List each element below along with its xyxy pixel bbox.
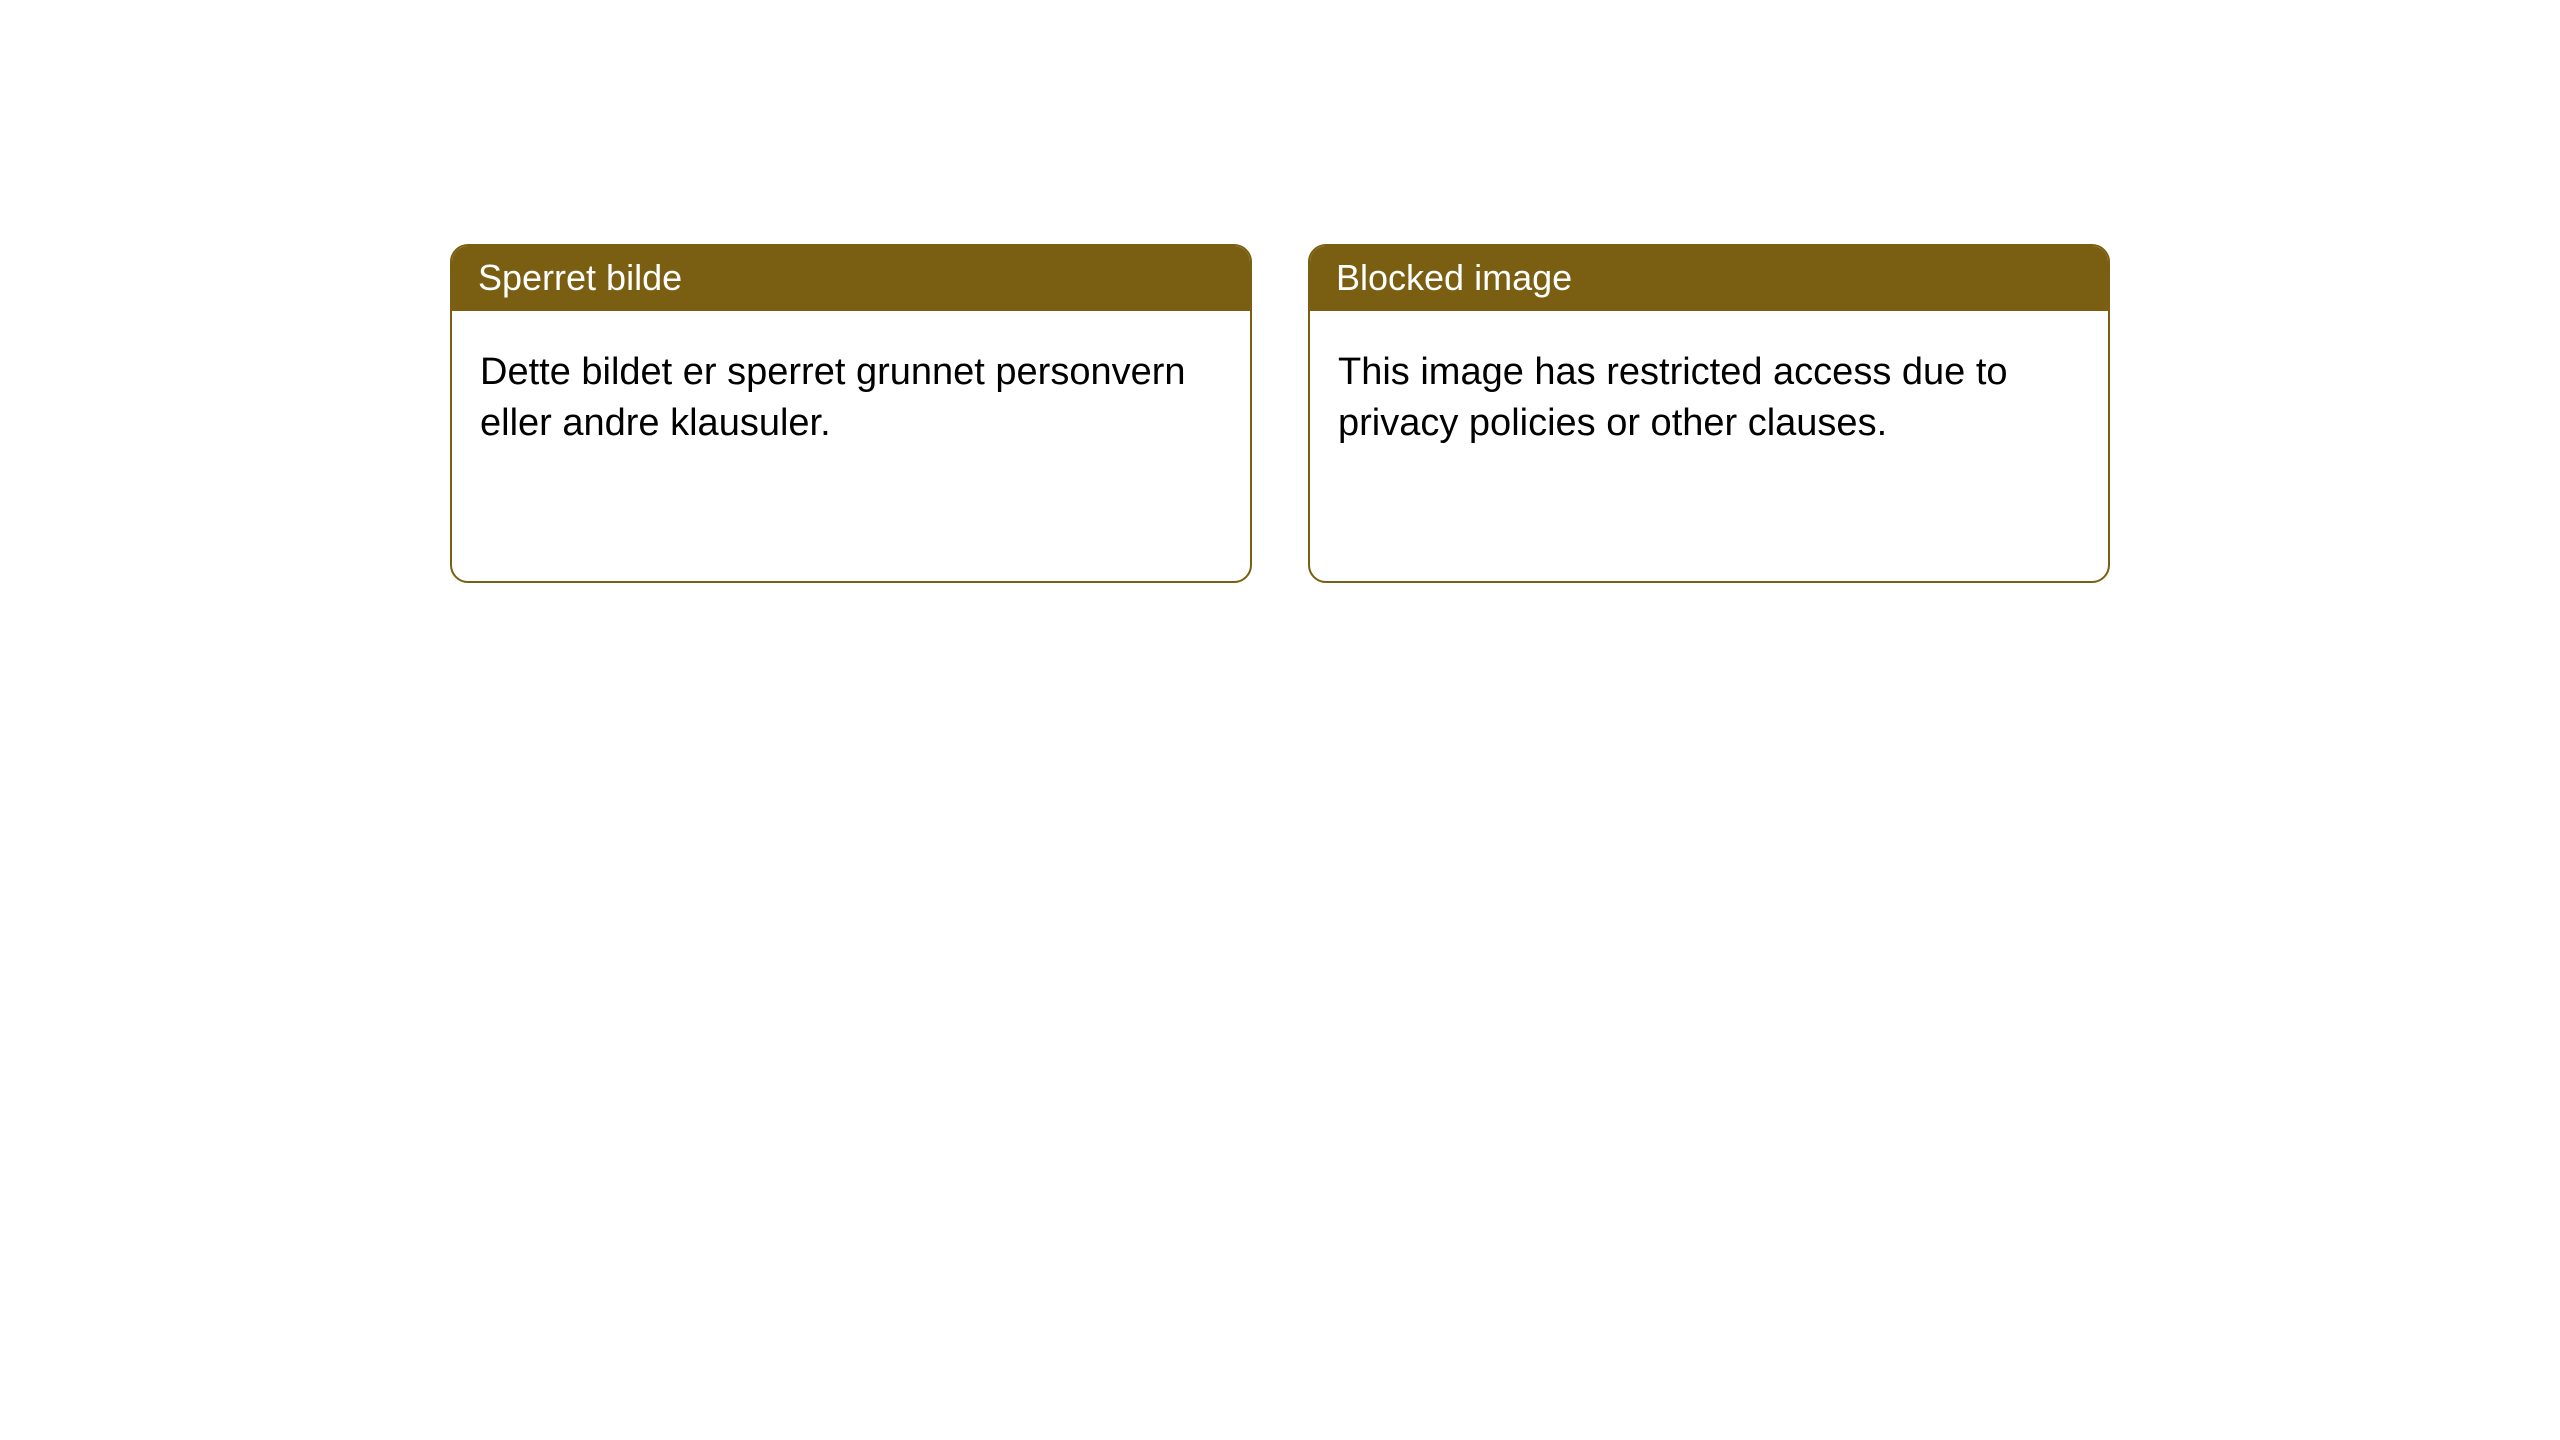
- notice-title-norwegian: Sperret bilde: [452, 246, 1250, 311]
- notice-title-english: Blocked image: [1310, 246, 2108, 311]
- notice-body-norwegian: Dette bildet er sperret grunnet personve…: [452, 311, 1250, 581]
- notice-card-english: Blocked image This image has restricted …: [1308, 244, 2110, 583]
- notice-card-norwegian: Sperret bilde Dette bildet er sperret gr…: [450, 244, 1252, 583]
- notice-body-english: This image has restricted access due to …: [1310, 311, 2108, 581]
- notice-container: Sperret bilde Dette bildet er sperret gr…: [0, 0, 2560, 583]
